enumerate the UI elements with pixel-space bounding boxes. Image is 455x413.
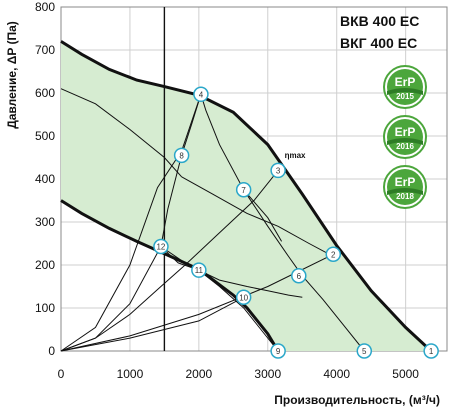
y-axis-label: Давление, ΔP (Па) <box>5 21 19 129</box>
curve-point-marker: 12 <box>154 240 168 254</box>
curve-point-marker: 11 <box>192 263 206 277</box>
badge-year-text: 2016 <box>396 142 414 151</box>
erp-badge-icon: ErP 2015 <box>384 66 426 108</box>
y-tick-label: 800 <box>35 0 55 14</box>
point-label: 2 <box>331 250 336 259</box>
badge-year-text: 2018 <box>396 192 414 201</box>
point-label: 9 <box>276 347 281 356</box>
point-label: 10 <box>239 293 248 302</box>
point-label: 11 <box>195 266 204 275</box>
model-title-1: ВКВ 400 ЕС <box>340 13 419 29</box>
eta-max-annotation: ηmax <box>285 151 306 160</box>
x-tick-label: 2000 <box>186 367 213 381</box>
y-tick-label: 200 <box>35 258 55 272</box>
curve-point-marker: 4 <box>194 87 208 101</box>
point-label: 5 <box>362 347 367 356</box>
badge-year-text: 2015 <box>396 92 414 101</box>
curve-point-marker: 8 <box>175 148 189 162</box>
erp-badge-icon: ErP 2016 <box>384 116 426 158</box>
curve-point-marker: 2 <box>326 247 340 261</box>
point-label: 4 <box>199 90 204 99</box>
x-axis-label: Производительность, (м³/ч) <box>274 393 440 407</box>
y-tick-label: 100 <box>35 301 55 315</box>
x-tick-label: 4000 <box>323 367 350 381</box>
erp-badge-icon: ErP 2018 <box>384 166 426 208</box>
point-label: 1 <box>429 347 434 356</box>
badge-erp-text: ErP <box>395 125 416 139</box>
y-tick-label: 300 <box>35 215 55 229</box>
y-tick-label: 400 <box>35 172 55 186</box>
erp-badges: ErP 2015 ErP 2016 ErP 2018 <box>384 66 426 208</box>
curve-point-marker: 7 <box>237 183 251 197</box>
x-tick-label: 5000 <box>392 367 419 381</box>
curve-point-marker: 1 <box>424 344 438 358</box>
y-tick-label: 0 <box>48 344 55 358</box>
point-label: 3 <box>276 166 281 175</box>
y-tick-label: 700 <box>35 43 55 57</box>
x-tick-label: 1000 <box>117 367 144 381</box>
point-label: 7 <box>241 186 246 195</box>
curve-point-marker: 9 <box>271 344 285 358</box>
model-title-2: ВКГ 400 ЕС <box>340 35 417 51</box>
point-label: 6 <box>297 272 302 281</box>
system-curve <box>61 297 244 351</box>
x-tick-label: 0 <box>58 367 65 381</box>
curve-point-marker: 6 <box>292 269 306 283</box>
y-tick-label: 500 <box>35 129 55 143</box>
badge-erp-text: ErP <box>395 75 416 89</box>
x-tick-label: 3000 <box>254 367 281 381</box>
badge-erp-text: ErP <box>395 175 416 189</box>
point-label: 12 <box>156 243 165 252</box>
curve-point-marker: 5 <box>357 344 371 358</box>
curve-point-marker: 10 <box>237 290 251 304</box>
curve-point-marker: 3 <box>271 163 285 177</box>
y-tick-label: 600 <box>35 86 55 100</box>
point-label: 8 <box>179 151 184 160</box>
